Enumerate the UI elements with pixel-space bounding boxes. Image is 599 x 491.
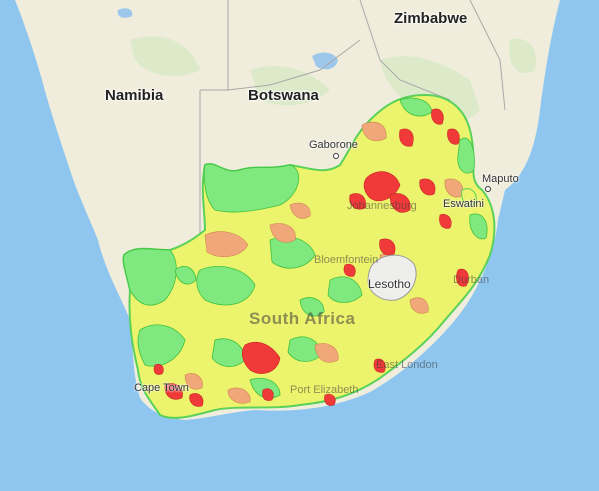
high-level-areas[interactable]: [153, 108, 469, 407]
label-east-london: East London: [376, 359, 438, 371]
label-cape-town: Cape Town: [134, 382, 189, 394]
gaborone-marker[interactable]: [333, 153, 339, 159]
maputo-marker[interactable]: [485, 186, 491, 192]
label-johannesburg: Johannesburg: [347, 200, 417, 212]
label-bloemfontein: Bloemfontein: [314, 254, 379, 266]
low-level-areas[interactable]: [123, 97, 488, 399]
label-zimbabwe: Zimbabwe: [394, 10, 468, 27]
label-gaborone: Gaborone: [309, 139, 358, 151]
label-maputo: Maputo: [482, 173, 519, 185]
label-lesotho: Lesotho: [368, 277, 411, 291]
label-south-africa: South Africa: [249, 309, 356, 328]
label-port-elizabeth: Port Elizabeth: [290, 384, 359, 396]
label-botswana: Botswana: [248, 87, 319, 104]
label-durban: Durban: [453, 274, 490, 286]
lesotho-region[interactable]: [367, 254, 417, 301]
eswatini-region[interactable]: [461, 188, 477, 205]
label-eswatini: Eswatini: [443, 198, 484, 210]
country-borders: [199, 0, 506, 240]
label-namibia: Namibia: [105, 87, 164, 104]
lake: [117, 8, 338, 70]
